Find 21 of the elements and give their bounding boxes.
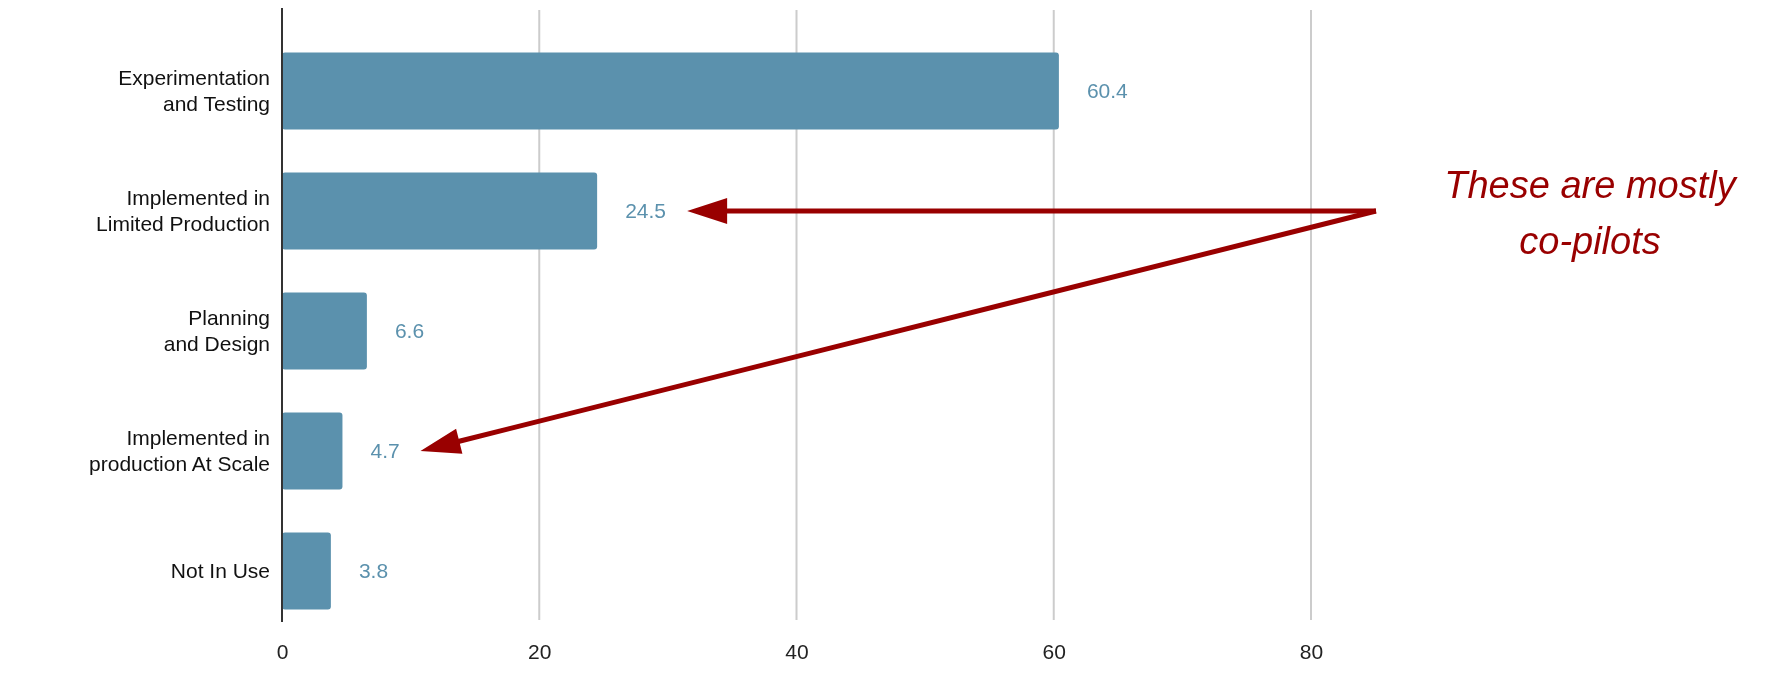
data-label: 4.7 [370,439,400,463]
bar [282,52,1059,130]
bar [282,532,331,610]
y-tick-label: Not In Use [170,559,270,583]
bar [282,412,343,490]
y-tick-label: Planning and Design [163,306,270,356]
y-tick-label: Implemented in production At Scale [89,426,270,476]
bar [282,172,598,250]
x-tick-label: 20 [528,639,552,663]
data-label: 6.6 [394,319,425,343]
x-tick-label: 40 [785,639,809,663]
y-tick-label: Implemented in Limited Production [96,186,270,236]
data-label: 24.5 [625,199,667,223]
data-label: 60.4 [1086,79,1129,103]
x-tick-label: 80 [1299,639,1324,663]
x-tick-label: 60 [1042,639,1066,663]
x-tick-label: 0 [276,639,289,663]
bar [282,292,367,370]
y-tick-label: Experimentation and Testing [118,66,270,116]
data-label: 3.8 [358,559,389,583]
text: These are mostly co-pilots [1444,164,1738,262]
